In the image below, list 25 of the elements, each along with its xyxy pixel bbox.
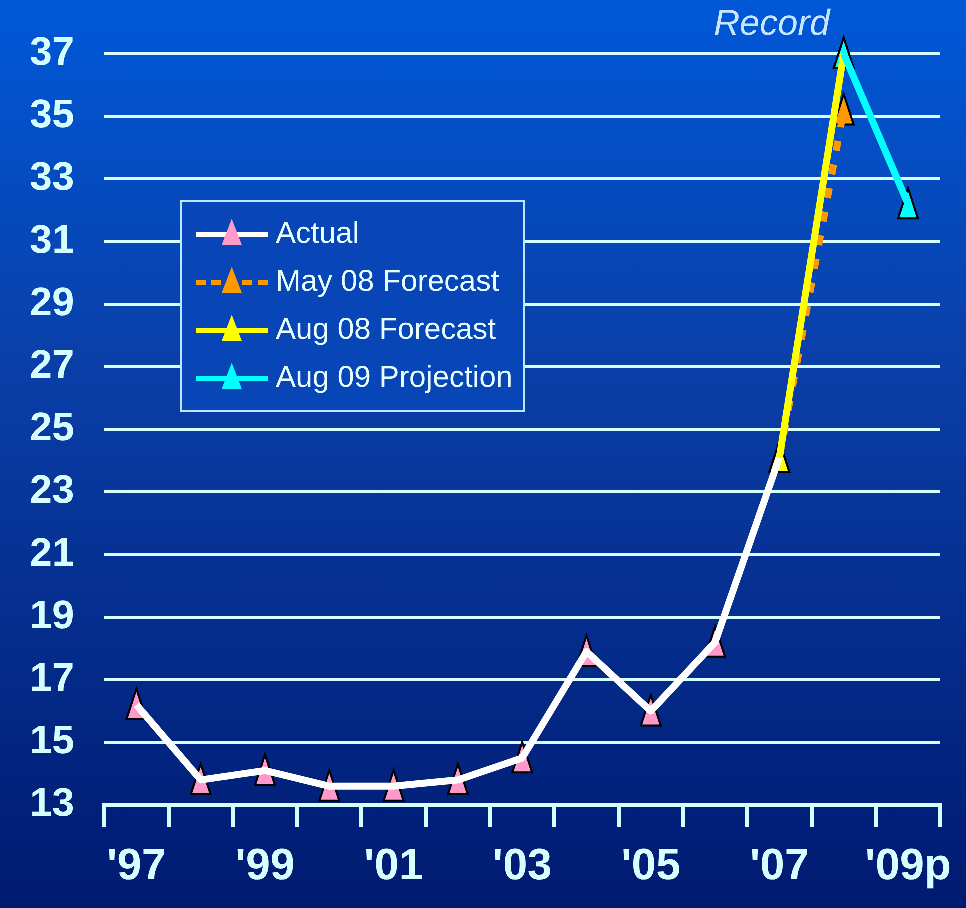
legend-label: May 08 Forecast (276, 265, 500, 299)
y-tick-label: 37 (30, 30, 74, 74)
y-tick-label: 31 (30, 218, 74, 262)
legend-label: Aug 09 Projection (276, 361, 513, 395)
y-tick-label: 35 (30, 92, 74, 137)
x-tick-label: '01 (364, 840, 424, 890)
y-tick-label: 33 (30, 155, 74, 200)
x-tick-label: '97 (106, 840, 166, 890)
x-tick-label: '07 (750, 840, 810, 890)
x-tick-label: '03 (492, 840, 552, 890)
x-tick-label: '99 (236, 840, 295, 890)
x-tick-label: '09p (865, 840, 952, 890)
y-tick-label: 23 (30, 468, 74, 512)
legend-label: Aug 08 Forecast (276, 313, 496, 347)
x-tick-label: '05 (621, 840, 681, 890)
legend-label: Actual (276, 217, 360, 251)
y-tick-label: 13 (30, 781, 74, 826)
y-tick-label: 29 (30, 280, 74, 324)
y-tick-label: 19 (30, 593, 74, 638)
y-tick-label: 17 (30, 656, 74, 700)
y-tick-label: 27 (30, 343, 74, 388)
y-tick-label: 21 (30, 530, 74, 575)
y-tick-label: 25 (30, 406, 74, 450)
y-tick-label: 15 (30, 718, 74, 763)
text: Record (714, 2, 830, 44)
